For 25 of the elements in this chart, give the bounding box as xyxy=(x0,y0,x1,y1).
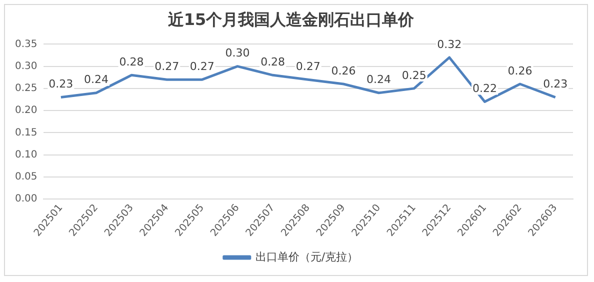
y-tick-label: 0.20 xyxy=(15,105,38,116)
data-label: 0.24 xyxy=(366,73,392,86)
data-label: 0.24 xyxy=(84,73,108,86)
data-label: 0.28 xyxy=(260,56,286,69)
legend-label: 出口单价（元/克拉） xyxy=(255,250,358,264)
data-label: 0.30 xyxy=(225,46,250,60)
data-label: 0.32 xyxy=(437,38,462,51)
data-label: 0.27 xyxy=(154,60,180,73)
y-tick-label: 0.10 xyxy=(15,149,38,160)
y-tick-label: 0.00 xyxy=(15,194,38,205)
data-label: 0.25 xyxy=(402,68,426,82)
data-label: 0.22 xyxy=(472,82,497,96)
data-label: 0.28 xyxy=(119,56,144,69)
data-label: 0.27 xyxy=(296,60,320,73)
data-label: 0.26 xyxy=(331,64,356,78)
chart-title: 近15个月我国人造金刚石出口单价 xyxy=(166,10,416,29)
y-tick-label: 0.30 xyxy=(15,60,38,72)
y-tick-label: 0.35 xyxy=(15,38,38,50)
data-label: 0.23 xyxy=(48,78,74,91)
data-label: 0.27 xyxy=(190,60,214,73)
data-label: 0.23 xyxy=(543,78,568,91)
y-tick-label: 0.15 xyxy=(15,127,38,138)
y-tick-label: 0.05 xyxy=(15,172,38,183)
data-label: 0.26 xyxy=(508,64,532,78)
y-tick-label: 0.25 xyxy=(15,83,38,94)
